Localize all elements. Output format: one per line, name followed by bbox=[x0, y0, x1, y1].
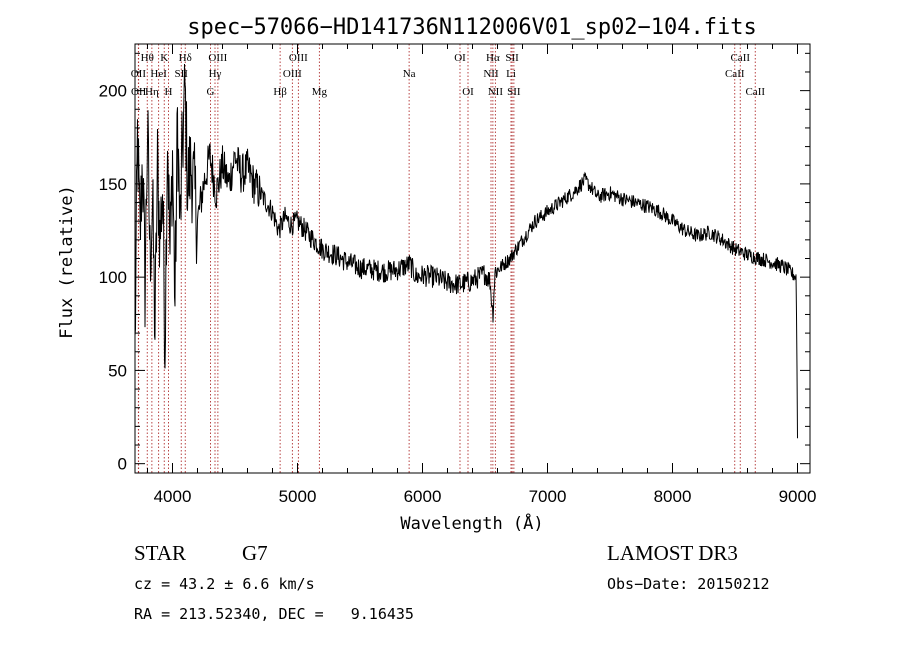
obs-date-text: Obs−Date: 20150212 bbox=[607, 575, 770, 593]
reference-line-label: CaII bbox=[730, 52, 750, 64]
reference-line-label: CaII bbox=[725, 68, 745, 80]
reference-line-label: NII bbox=[483, 68, 499, 80]
object-class: STAR bbox=[134, 541, 186, 565]
reference-line-label: CaII bbox=[745, 86, 765, 98]
reference-line-label: Hγ bbox=[209, 68, 222, 80]
reference-line-label: OI bbox=[454, 52, 466, 64]
y-tick-label: 150 bbox=[99, 175, 127, 194]
x-tick-label: 6000 bbox=[404, 487, 442, 506]
plot-frame bbox=[134, 43, 811, 474]
reference-line-label: OI bbox=[462, 86, 474, 98]
reference-line-label: OIII bbox=[289, 52, 308, 64]
x-axis-label: Wavelength (Å) bbox=[400, 512, 543, 534]
reference-line-label: K bbox=[160, 52, 168, 64]
reference-line-label: OIII bbox=[283, 68, 302, 80]
y-axis-label: Flux (relative) bbox=[57, 185, 77, 339]
y-tick-label: 100 bbox=[99, 268, 127, 287]
reference-line-label: SII bbox=[505, 52, 519, 64]
reference-line-label: Hδ bbox=[179, 52, 192, 64]
y-axis-ticks: 0 50 100 150 200 bbox=[99, 52, 810, 474]
x-tick-label: 9000 bbox=[779, 487, 817, 506]
y-tick-label: 50 bbox=[108, 361, 127, 380]
subclass: G7 bbox=[242, 541, 268, 565]
reference-line-label: Hβ bbox=[273, 86, 287, 98]
reference-line-label: Hη bbox=[145, 86, 159, 98]
spectrum-line bbox=[134, 63, 798, 439]
coords-text: RA = 213.52340, DEC = 9.16435 bbox=[134, 605, 414, 623]
y-tick-label: 200 bbox=[99, 82, 127, 101]
x-tick-label: 7000 bbox=[529, 487, 567, 506]
reference-line-labels: Hθ K Hδ OIII OIII OI Hα SII CaII OII HeI SII Hγ OIII N… bbox=[131, 52, 766, 98]
reference-line-label: SII bbox=[175, 68, 189, 80]
reference-line-label: Li bbox=[506, 68, 516, 80]
reference-line-label: OII bbox=[131, 68, 147, 80]
reference-lines bbox=[137, 44, 756, 473]
reference-line-label: Hα bbox=[486, 52, 500, 64]
chart-title: spec−57066−HD141736N112006V01_sp02−104.f… bbox=[187, 15, 757, 40]
x-tick-label: 5000 bbox=[279, 487, 317, 506]
reference-line-label: HeI bbox=[150, 68, 167, 80]
survey-label: LAMOST DR3 bbox=[607, 541, 738, 565]
reference-line-label: G bbox=[207, 86, 215, 98]
reference-line-label: SII bbox=[507, 86, 521, 98]
reference-line-label: NII bbox=[488, 86, 504, 98]
y-tick-label: 0 bbox=[118, 455, 127, 474]
reference-line-label: Hθ bbox=[141, 52, 154, 64]
reference-line-label: Na bbox=[403, 68, 416, 80]
x-axis-ticks: 4000 5000 6000 7000 8000 9000 bbox=[147, 44, 817, 506]
x-tick-label: 8000 bbox=[654, 487, 692, 506]
reference-line-label: OIII bbox=[208, 52, 227, 64]
reference-line-label: Mg bbox=[312, 86, 328, 98]
redshift-text: cz = 43.2 ± 6.6 km/s bbox=[134, 575, 315, 593]
x-tick-label: 4000 bbox=[154, 487, 192, 506]
reference-line-label: H bbox=[165, 86, 173, 98]
